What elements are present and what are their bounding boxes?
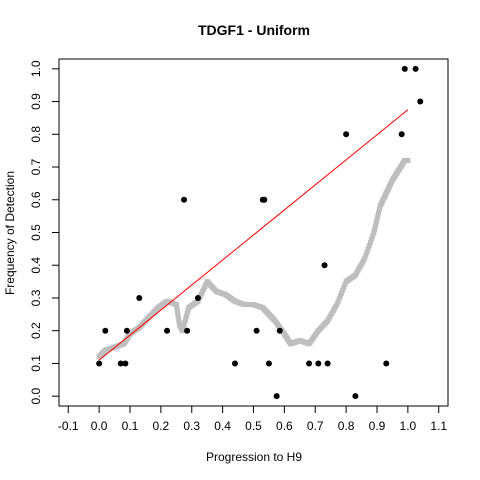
smooth-point [179,328,185,334]
smooth-point [185,308,191,314]
y-tick-label: 0.9 [29,93,43,110]
data-point [343,131,350,138]
smooth-point [367,239,373,245]
smooth-point [366,243,372,249]
y-tick-label: 0.8 [29,126,43,143]
plot-frame [58,58,449,407]
x-tick-label: 1.1 [430,419,447,433]
y-tick-label: 0.7 [29,158,43,175]
smooth-point [370,233,376,239]
smooth-point [180,325,186,331]
data-point [321,262,328,269]
smooth-point [181,322,187,328]
data-point [122,360,129,367]
detection-points-series [96,65,424,400]
data-point [412,65,419,72]
smooth-point [371,230,377,235]
data-point [123,327,130,334]
smooth-point [365,246,371,252]
smooth-point [335,299,341,305]
smooth-point [364,249,370,255]
trend-line-series [98,109,409,361]
smooth-point [184,311,190,317]
x-tick-label: 1.0 [400,419,417,433]
data-point [231,360,238,367]
smooth-point [340,287,346,293]
x-axis: -0.1 0.0 0.1 0.2 0.3 0.4 0.5 0.6 0.7 0.8 0.9 1.0 1.1 [58,405,447,433]
data-point [383,360,390,367]
smooth-series [96,157,411,360]
smooth-point [369,236,375,242]
data-point [315,360,322,367]
smooth-point [337,293,343,299]
smooth-point [336,296,342,302]
y-axis-label: Frequency of Detection [3,171,17,295]
smooth-point [405,157,411,163]
data-point [181,196,188,203]
smooth-point [363,252,369,258]
smooth-point [342,281,348,287]
data-point [276,327,283,334]
smooth-point [182,319,188,325]
y-tick-label: 0.5 [29,224,43,241]
x-tick-label: 0.2 [153,419,170,433]
smooth-point [374,216,380,222]
x-tick-label: 0.0 [91,419,108,433]
y-tick-label: 0.6 [29,191,43,208]
data-point [164,327,171,334]
data-point [136,294,143,301]
y-tick-label: 0.1 [29,355,43,372]
y-tick-label: 0.4 [29,257,43,274]
x-tick-label: 0.5 [245,419,262,433]
x-tick-label: 0.9 [369,419,386,433]
y-tick-label: 0.3 [29,289,43,306]
data-point [194,294,201,301]
data-point [265,360,272,367]
y-axis: 0.0 0.1 0.2 0.3 0.4 0.5 0.6 0.7 0.8 0.9 1.0 [29,60,60,405]
smooth-point [183,313,189,319]
x-tick-label: 0.4 [214,419,231,433]
smooth-point [338,290,344,296]
smooth-point [375,213,381,219]
chart-title: TDGF1 - Uniform [198,22,310,38]
smooth-point [376,210,382,216]
smooth-point [362,256,368,262]
smooth-point [376,207,382,213]
trend-line [98,109,409,361]
data-point [261,196,268,203]
x-axis-label: Progression to H9 [206,450,302,464]
smooth-point [341,284,347,290]
smooth-point [373,220,379,226]
data-point [401,65,408,72]
smooth-point [372,226,378,232]
x-tick-label: 0.7 [307,419,324,433]
smooth-point [372,223,378,229]
data-point [102,327,109,334]
x-tick-label: 0.3 [183,419,200,433]
data-point [184,327,191,334]
data-point [352,393,359,400]
data-point [417,98,424,105]
data-point [117,360,124,367]
data-point [253,327,260,334]
data-point [306,360,313,367]
data-point [96,360,103,367]
smooth-point [183,316,189,322]
data-point [398,131,405,138]
y-tick-label: 0.2 [29,322,43,339]
x-tick-label: 0.8 [338,419,355,433]
y-tick-label: 1.0 [29,60,43,77]
x-tick-label: -0.1 [58,419,79,433]
data-point [273,393,280,400]
x-tick-label: 0.6 [276,419,293,433]
y-tick-label: 0.0 [29,388,43,405]
smooth-point [334,302,340,308]
data-point [324,360,331,367]
x-tick-label: 0.1 [122,419,139,433]
